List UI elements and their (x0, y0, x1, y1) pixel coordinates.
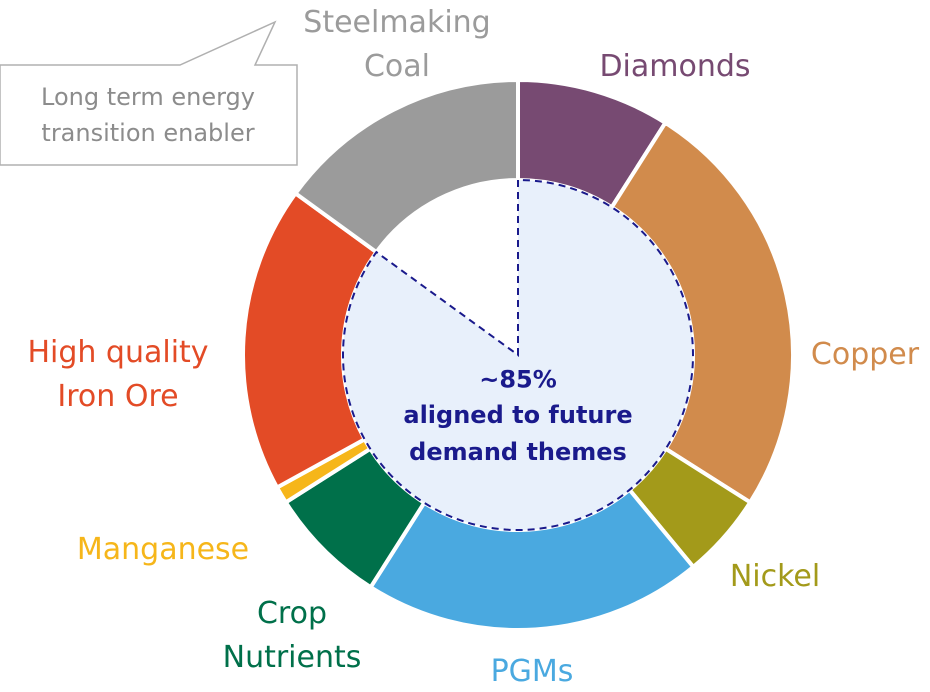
slice-label: Manganese (76, 532, 250, 567)
slice-label: Crop Nutrients (222, 596, 362, 675)
slice-label: Diamonds (599, 49, 751, 84)
callout-box (0, 20, 298, 166)
aligned-region (342, 178, 694, 531)
donut-slice (292, 77, 520, 255)
slice-label: Steelmaking Coal (303, 5, 491, 84)
annotation: Long term energy transition enabler (41, 83, 255, 147)
center-sublabel: aligned to future demand themes (403, 401, 633, 466)
slice-label: High quality Iron Ore (27, 335, 209, 414)
center-label: ~85% (479, 365, 557, 394)
slice-label: PGMs (490, 654, 574, 689)
slice-label: Copper (810, 337, 920, 372)
slice-label: Nickel (729, 559, 821, 594)
